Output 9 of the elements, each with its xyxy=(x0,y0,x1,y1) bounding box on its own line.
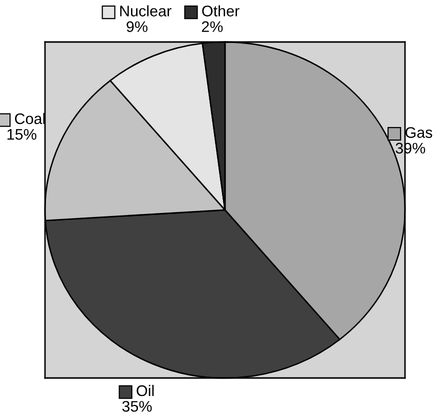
data-label: 9% xyxy=(126,21,148,32)
legend-label: Other xyxy=(202,5,240,16)
legend-label: Oil xyxy=(136,384,154,396)
data-label: 35% xyxy=(122,400,152,412)
data-label: 2% xyxy=(202,21,223,32)
legend-label: Coal xyxy=(15,112,45,124)
legend-label: Gas xyxy=(405,127,432,138)
legend-label: Nuclear xyxy=(120,5,172,16)
data-label: 15% xyxy=(7,129,36,140)
